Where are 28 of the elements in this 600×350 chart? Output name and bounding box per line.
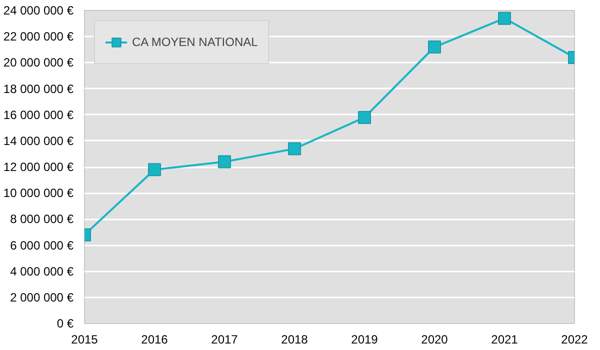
- point: [288, 142, 301, 156]
- point: [428, 40, 441, 54]
- x-tick-label: 2016: [141, 332, 168, 346]
- y-tick-label: 2 000 000 €: [10, 290, 74, 304]
- y-tick-label: 6 000 000 €: [10, 238, 74, 252]
- x-tick-label: 2020: [421, 332, 448, 346]
- x-tick-label: 2022: [561, 332, 588, 346]
- x-tick-label: 2017: [211, 332, 238, 346]
- x-tick-label: 2021: [491, 332, 518, 346]
- y-tick-label: 18 000 000 €: [3, 82, 74, 96]
- y-tick-label: 14 000 000 €: [3, 134, 74, 148]
- y-tick-label: 20 000 000 €: [3, 56, 74, 70]
- x-tick-label: 2019: [351, 332, 378, 346]
- point: [358, 110, 371, 124]
- x-tick-label: 2018: [281, 332, 308, 346]
- y-tick-label: 10 000 000 €: [3, 186, 74, 200]
- y-tick-label: 0 €: [56, 316, 74, 330]
- point: [498, 12, 511, 25]
- point: [218, 155, 231, 168]
- y-tick-label: 4 000 000 €: [10, 264, 74, 278]
- x-tick-label: 2015: [71, 332, 98, 346]
- point: [148, 163, 161, 176]
- y-tick-label: 8 000 000 €: [10, 212, 74, 226]
- y-tick-label: 22 000 000 €: [3, 30, 74, 44]
- y-tick-label: 12 000 000 €: [3, 160, 74, 174]
- legend-label: CA MOYEN NATIONAL: [132, 35, 258, 49]
- y-tick-label: 16 000 000 €: [3, 108, 74, 122]
- y-tick-label: 24 000 000 €: [3, 4, 74, 18]
